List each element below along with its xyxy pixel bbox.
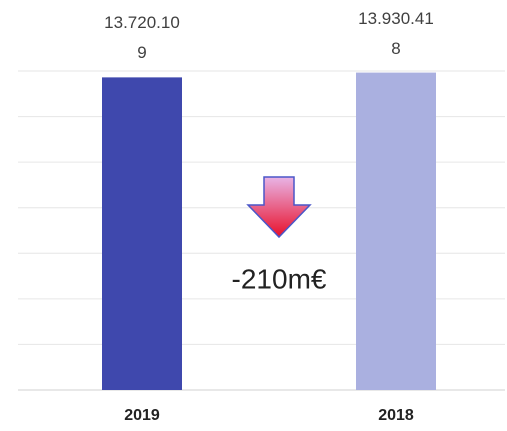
bar <box>356 72 436 390</box>
annotation: -210m€ <box>232 263 327 294</box>
value-label: 13.930.418 <box>358 8 434 58</box>
x-tick-label: 2019 <box>124 407 160 424</box>
value-label: 13.720.109 <box>104 13 180 63</box>
down-arrow <box>246 176 312 239</box>
x-tick-label: 2018 <box>378 407 414 424</box>
bar <box>102 77 182 391</box>
